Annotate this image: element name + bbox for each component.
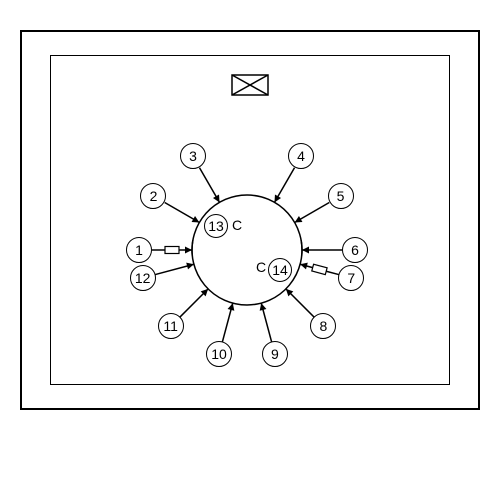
center-pin-14-c: C (256, 259, 266, 275)
pin-12-label: 12 (135, 270, 151, 286)
center-pin-13-label: 13 (208, 218, 224, 234)
pin-9-label: 9 (271, 346, 279, 362)
center-pin-13-c: C (232, 217, 242, 233)
pin-5: 5 (328, 183, 354, 209)
center-pin-13: 13 (204, 214, 228, 238)
pin-2-label: 2 (150, 188, 158, 204)
diagram-svg (0, 0, 500, 500)
pin-1-label: 1 (135, 242, 143, 258)
pin-11: 11 (158, 313, 184, 339)
pin-11-label: 11 (163, 318, 178, 334)
pin-12: 12 (130, 265, 156, 291)
pin-7-label: 7 (347, 270, 355, 286)
pin-8-label: 8 (319, 318, 327, 334)
pin-4-label: 4 (297, 148, 305, 164)
center-pin-14: 14 (268, 258, 292, 282)
pin-6-label: 6 (351, 242, 359, 258)
pin-6: 6 (342, 237, 368, 263)
pin-5-label: 5 (337, 188, 345, 204)
pin-3-label: 3 (189, 148, 197, 164)
center-pin-14-label: 14 (272, 262, 288, 278)
pin-1: 1 (126, 237, 152, 263)
pin-10-label: 10 (211, 346, 227, 362)
